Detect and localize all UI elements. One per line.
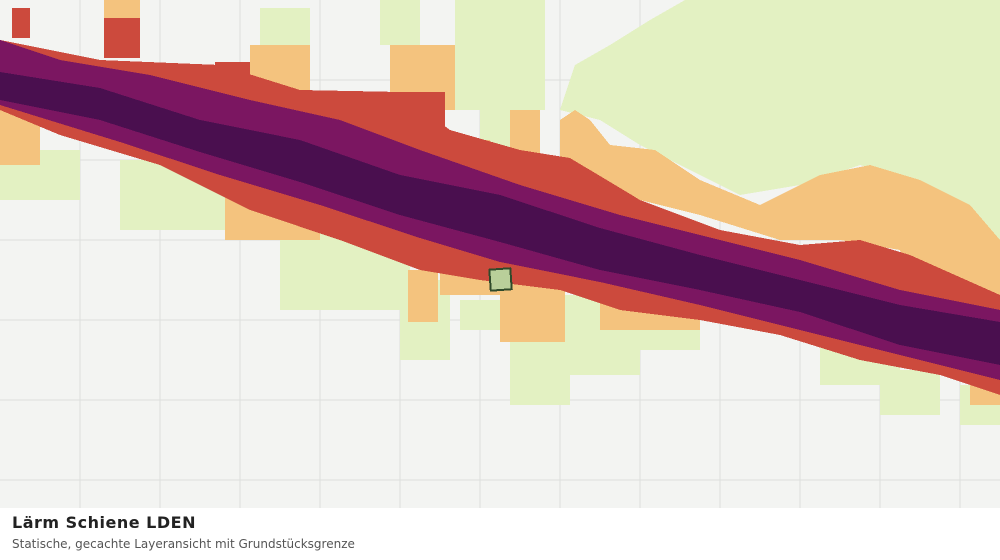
parcel-boundary xyxy=(488,267,513,292)
noise-zone-extreme xyxy=(0,72,1000,365)
noise-map xyxy=(0,0,1000,508)
caption: Lärm Schiene LDEN Statische, gecachte La… xyxy=(0,508,1000,560)
map-subtitle: Statische, gecachte Layeransicht mit Gru… xyxy=(12,537,355,551)
map-title: Lärm Schiene LDEN xyxy=(12,513,196,532)
